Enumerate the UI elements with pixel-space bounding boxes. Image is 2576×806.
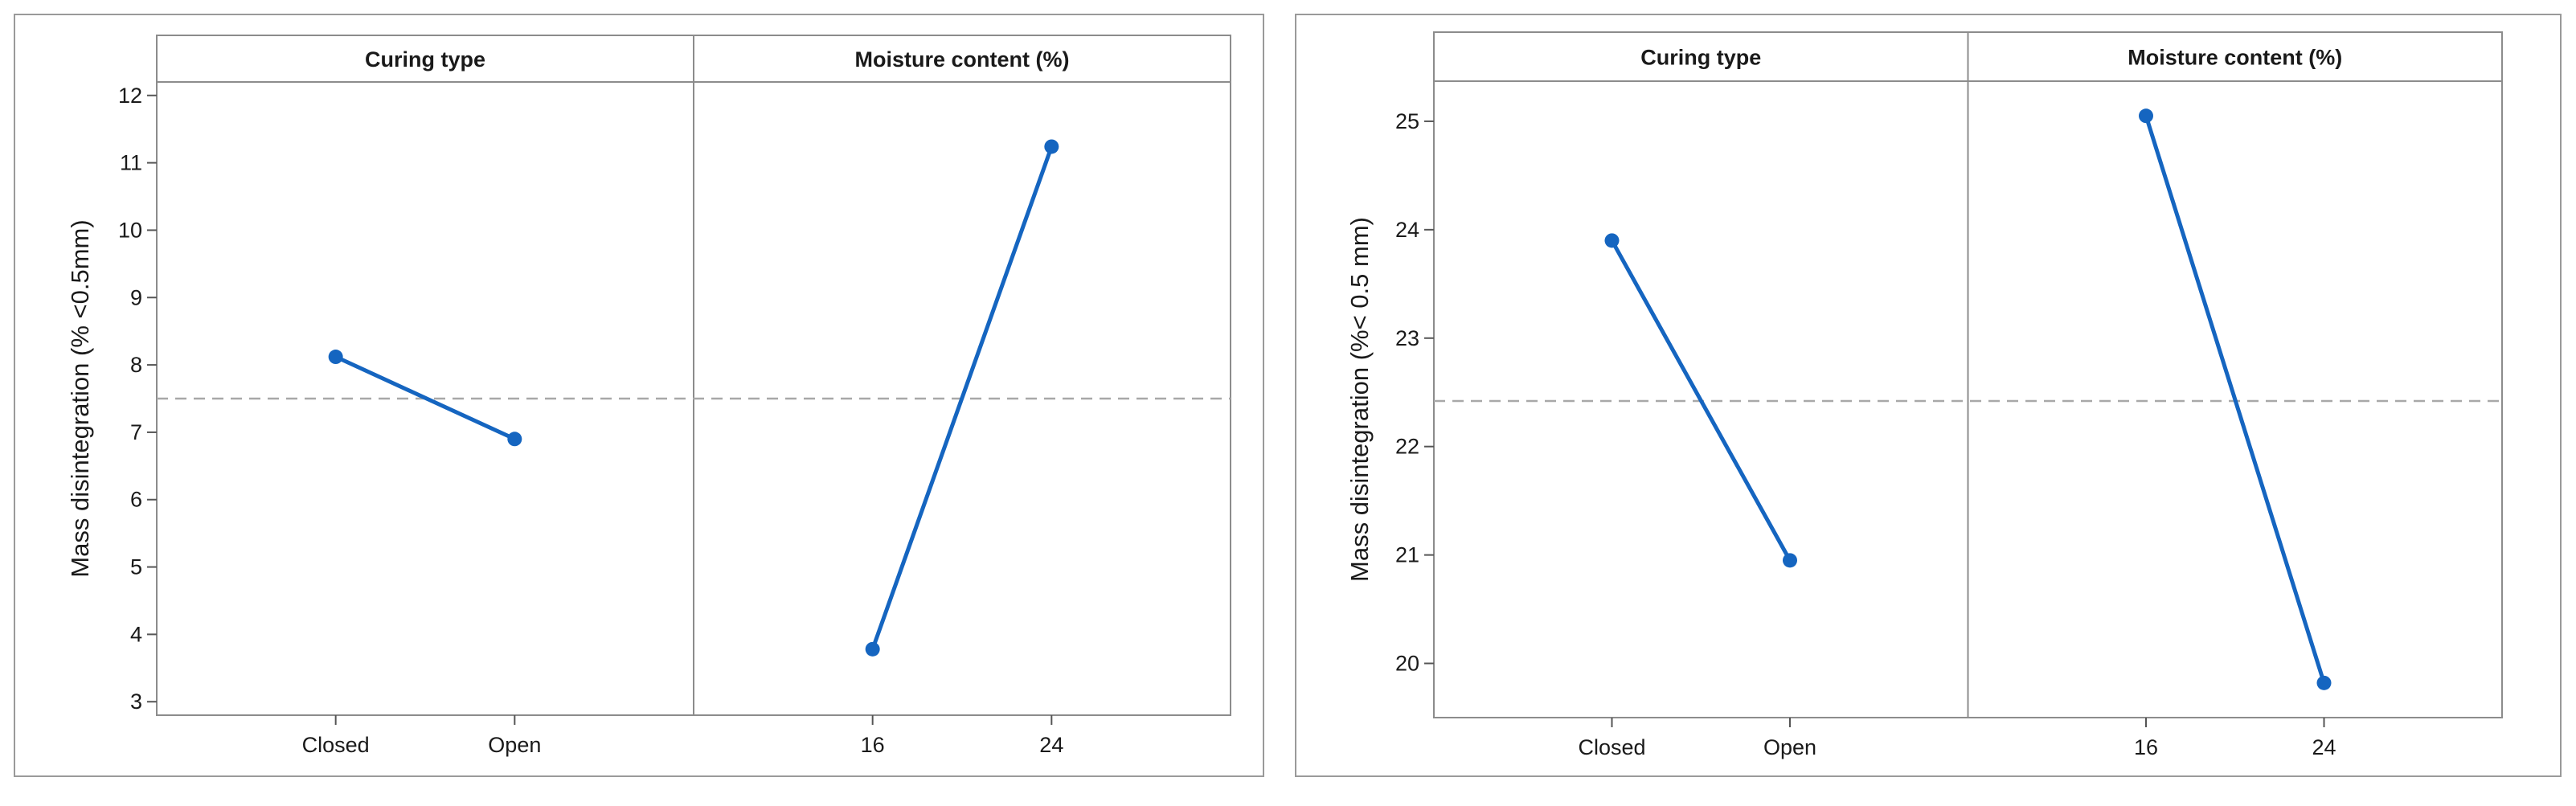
y-tick-label: 7 bbox=[130, 420, 142, 444]
chart-1: 3 4 5 6 7 8 9 10 11 12 Mass disintegration (% <0.5… bbox=[14, 14, 1264, 777]
y-tick-label: 3 bbox=[130, 689, 142, 714]
x-tick-label: Closed bbox=[1578, 735, 1645, 759]
x-tick-label: 16 bbox=[2134, 735, 2158, 759]
chart-frame bbox=[14, 14, 1264, 777]
data-point bbox=[2139, 108, 2153, 124]
y-tick-label: 5 bbox=[130, 555, 142, 579]
y-tick-label: 23 bbox=[1395, 326, 1419, 350]
x-tick-label: Open bbox=[488, 733, 541, 757]
y-tick-label: 10 bbox=[118, 218, 142, 242]
y-tick-label: 21 bbox=[1395, 543, 1419, 567]
x-tick-label: 16 bbox=[861, 733, 885, 757]
data-point bbox=[507, 432, 522, 447]
y-axis-title: Mass disintegration (% <0.5mm) bbox=[66, 219, 94, 577]
chart-2: 20 21 22 23 24 25 Mass disintegration (%< 0.5 … bbox=[1295, 14, 2562, 777]
y-tick-label: 20 bbox=[1395, 652, 1419, 676]
chart-frame bbox=[1295, 14, 2562, 777]
data-point bbox=[2316, 675, 2332, 690]
y-tick-label: 11 bbox=[120, 151, 142, 175]
main-effect-line bbox=[870, 145, 1054, 650]
data-point bbox=[1783, 553, 1797, 568]
y-tick-label: 24 bbox=[1395, 218, 1419, 242]
main-effect-line bbox=[334, 354, 516, 441]
data-point bbox=[328, 350, 343, 365]
panel-title: Moisture content (%) bbox=[855, 47, 1070, 72]
data-point bbox=[1604, 233, 1620, 248]
y-tick-label: 12 bbox=[118, 84, 142, 108]
panel-title: Moisture content (%) bbox=[2128, 46, 2342, 70]
y-tick-label: 22 bbox=[1395, 435, 1419, 459]
y-axis-title: Mass disintegration (%< 0.5 mm) bbox=[1345, 217, 1374, 582]
y-tick-label: 8 bbox=[130, 353, 142, 377]
x-tick-label: 24 bbox=[1039, 733, 1063, 757]
x-tick-label: Open bbox=[1763, 735, 1816, 759]
data-point bbox=[1044, 139, 1059, 154]
y-tick-label: 4 bbox=[130, 622, 142, 646]
main-effect-line bbox=[1610, 239, 1792, 562]
y-tick-label: 6 bbox=[130, 488, 142, 512]
y-tick-label: 25 bbox=[1395, 109, 1419, 133]
x-tick-label: Closed bbox=[302, 733, 370, 757]
data-point bbox=[865, 641, 880, 657]
y-tick-label: 9 bbox=[130, 285, 142, 309]
main-effect-line bbox=[2144, 115, 2326, 684]
panel-title: Curing type bbox=[1640, 46, 1761, 70]
panel-title: Curing type bbox=[365, 47, 485, 72]
x-tick-label: 24 bbox=[2312, 735, 2336, 759]
